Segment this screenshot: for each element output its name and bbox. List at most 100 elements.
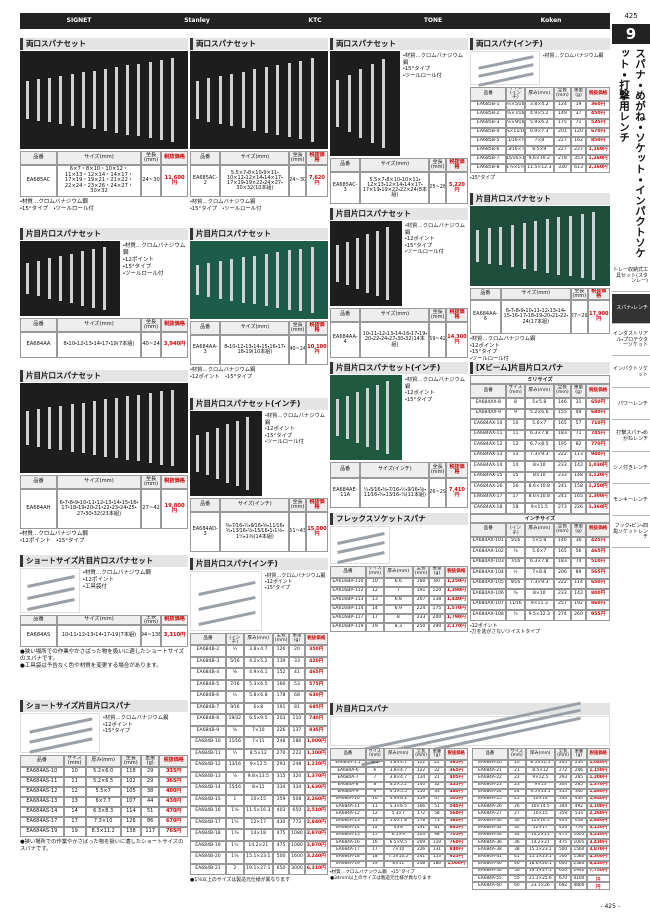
table-cell: 7,750円	[586, 868, 610, 876]
table-header: 全長(mm)	[140, 615, 162, 625]
table-cell: 155	[554, 408, 571, 419]
table-cell: 81	[289, 702, 305, 714]
table-cell: 13	[506, 450, 525, 461]
table-header: サイズ(インチ)	[360, 462, 430, 478]
table-cell: 203	[272, 714, 290, 726]
product-photo	[470, 206, 610, 286]
table-cell: 3.8×4.7	[383, 760, 413, 768]
table-cell: 6.5×9	[383, 832, 413, 840]
table-cell: 18.6×26.1	[525, 860, 555, 868]
wrench-shape	[198, 581, 256, 596]
table-header: 全長(mm)	[140, 475, 162, 489]
table-cell: 9.5×13.5	[525, 788, 555, 796]
table-cell: 33	[289, 656, 305, 668]
brand-logo: KTC	[308, 17, 322, 24]
table-cell: 1080	[289, 829, 305, 841]
note: ・12ポイント	[405, 390, 435, 397]
wrench-shape	[580, 213, 584, 279]
table-header: サイズ(mm)	[506, 384, 525, 398]
notes: ・材質…クロムバナジウム鋼 ・12ポイント ・15°タイプ	[20, 531, 188, 545]
table-header: 品番	[190, 321, 221, 335]
table-cell: 110	[289, 714, 305, 726]
table-cell: 4100	[571, 875, 587, 883]
table-cell: 1,790円	[444, 614, 468, 623]
table-header: サイズ(mm)	[56, 475, 141, 489]
wrench-shape	[126, 396, 130, 460]
table-cell: EA684B-6	[190, 691, 226, 703]
table-cell: 425円	[586, 536, 610, 547]
table-cell: 118	[120, 767, 141, 777]
table-cell: 150	[412, 788, 430, 796]
table-cell: 233	[412, 614, 430, 623]
table-cell: 535円	[586, 119, 610, 128]
section-title: [Xビーム]片目片口スパナ	[470, 362, 610, 374]
notes: ・12ポイント ・力を逃がさないツイストタイプ	[470, 623, 610, 635]
table-cell: 17,900円	[587, 300, 610, 334]
table-header: 全長(mm)	[554, 87, 571, 101]
table-cell: 19	[365, 623, 384, 632]
table-cell: 19⁄32	[225, 714, 244, 726]
table-cell: 1,100円	[304, 748, 328, 760]
note: ・12ポイント	[470, 342, 500, 349]
table-cell: 2,100円	[586, 803, 610, 811]
wrench-shape	[196, 435, 199, 472]
notes: ・材質…クロムバナジウム鋼 ・12ポイント ・15°タイプ	[103, 715, 188, 735]
table-cell: 5,220円	[445, 172, 468, 204]
table-cell: 142	[570, 461, 587, 472]
table-header: サイズ(mm)	[500, 288, 571, 300]
table-cell: EA684A-30	[472, 817, 508, 825]
table-cell: 94~138	[140, 625, 162, 647]
table-cell: EA616BP-114	[330, 605, 366, 614]
table-cell: 6.3×7.8	[524, 429, 554, 440]
table-cell: 172	[412, 810, 430, 818]
product-photo	[330, 526, 390, 564]
note: ・15°タイプ ・ツールロール付	[190, 205, 262, 212]
table-cell: 5.8×6.8	[243, 691, 273, 703]
table-cell: 1005	[571, 839, 587, 847]
table-cell: EA684A-7	[330, 774, 366, 782]
table-cell: EA684AX-104	[470, 568, 507, 579]
table-cell: EA684AS-11	[20, 777, 64, 787]
table-cell: 4.2×5.2	[383, 781, 413, 789]
table-cell: ⅜	[225, 668, 244, 680]
table-cell: 152	[272, 668, 290, 680]
table-cell: EA685B-4	[470, 128, 507, 137]
table-cell: EA616BP-112	[330, 587, 366, 596]
table-cell: ½	[225, 691, 244, 703]
section-title: 片目片口スパナセット	[20, 228, 188, 240]
table-cell: 315	[554, 788, 572, 796]
table-cell: EA685B-7	[470, 155, 507, 164]
table-cell: 4.5×5.5	[383, 788, 413, 796]
table-cell: 9	[506, 408, 525, 419]
table-cell: 2,510円	[304, 806, 328, 818]
table-cell: 11	[506, 429, 525, 440]
section-title: 両口スパナセット	[330, 38, 468, 50]
wrench-shape	[356, 392, 359, 443]
wrench-shape	[70, 404, 74, 452]
table-cell: 6・7・8・9・10・11・12・13・14・15・16・17・18・19・20…	[500, 300, 571, 334]
table-cell: 8.3	[383, 623, 413, 632]
table-cell: 403	[554, 817, 572, 825]
table-cell: 241	[412, 853, 430, 861]
table-cell: 7×8.8	[524, 568, 554, 579]
table-cell: 209	[412, 839, 430, 847]
table-cell: 233	[554, 589, 571, 600]
table-cell: 22	[507, 774, 526, 782]
table-cell: EA684A-21	[472, 767, 508, 775]
product-photo	[20, 241, 120, 316]
table-cell: 8	[383, 614, 413, 623]
table-cell: EA684A-10	[330, 796, 366, 804]
table-cell: 925円	[444, 853, 468, 861]
note: ●34mm以上のサイズは製造元仕様が異なります	[330, 875, 432, 881]
table-cell: 8・10・12・13・14・15・16・17・18・19(10本組)	[220, 335, 290, 365]
table-cell: 6,430円	[586, 860, 610, 868]
table-cell: 7.3×9.3	[524, 578, 554, 589]
table-cell: 12	[365, 810, 384, 818]
table-cell: EA684A-20	[472, 760, 508, 768]
table-cell: EA684AS	[20, 625, 57, 647]
table-cell: 692	[554, 882, 572, 890]
wrench-shape	[310, 58, 314, 142]
table-cell: 162	[570, 137, 587, 146]
chapter-number: 9	[612, 24, 650, 44]
table-cell: 4.9×6.1	[243, 668, 273, 680]
